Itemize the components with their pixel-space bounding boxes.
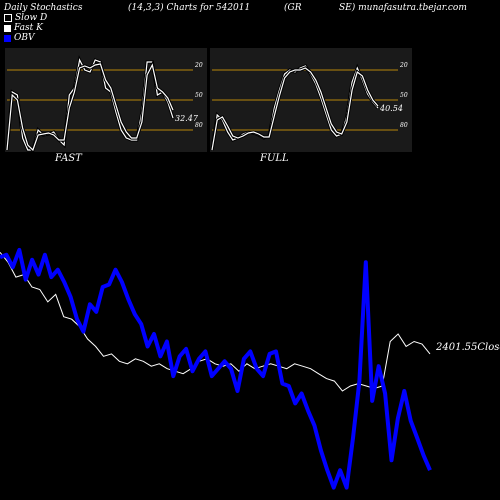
full-panel-label: FULL: [260, 153, 289, 164]
legend-label-slow-d: Slow D: [15, 13, 48, 23]
close-price-value: 2401.55: [436, 342, 478, 353]
full-tick-label: 50: [400, 92, 408, 99]
fast-panel-label: FAST: [55, 153, 82, 164]
legend-swatch-slow-d: [4, 14, 12, 22]
chart-params: (14,3,3) Charts for 542011: [128, 3, 251, 13]
legend-obv: OBV: [4, 33, 35, 43]
full-stochastic-panel: 80 50 20 40.54: [210, 48, 412, 152]
fast-tick-label: 80: [195, 122, 203, 129]
legend-swatch-obv: [4, 34, 11, 42]
legend-label-fast-k: Fast K: [14, 23, 43, 33]
legend-slow-d: Slow D: [4, 13, 47, 23]
full-tick-label: 80: [400, 122, 408, 129]
close-price-word: Close: [477, 342, 500, 353]
legend-swatch-fast-k: [4, 24, 11, 32]
full-stochastic-svg: 80 50 20 40.54: [210, 62, 408, 151]
legend-fast-k: Fast K: [4, 23, 43, 33]
full-tick-label: 20: [399, 62, 408, 69]
fast-tick-label: 20: [194, 62, 203, 69]
close-price-label: 2401.55Close: [436, 342, 500, 353]
chart-site: SE) munafasutra.tbejar.com: [339, 3, 467, 13]
fast-series-line-1: [6, 63, 174, 152]
fast-stochastic-svg: 80 50 20 32.47: [5, 55, 203, 152]
fast-last-value-label: 32.47: [175, 114, 199, 123]
chart-symbol: (GR: [284, 3, 302, 13]
legend-label-obv: OBV: [14, 33, 35, 43]
fast-tick-label: 50: [195, 92, 203, 99]
fast-stochastic-panel: 80 50 20 32.47: [5, 48, 207, 152]
full-last-value-label: 40.54: [379, 104, 403, 113]
full-series-line-1: [211, 67, 379, 151]
obv-line: [0, 247, 432, 490]
chart-title: Daily Stochastics: [4, 3, 83, 13]
